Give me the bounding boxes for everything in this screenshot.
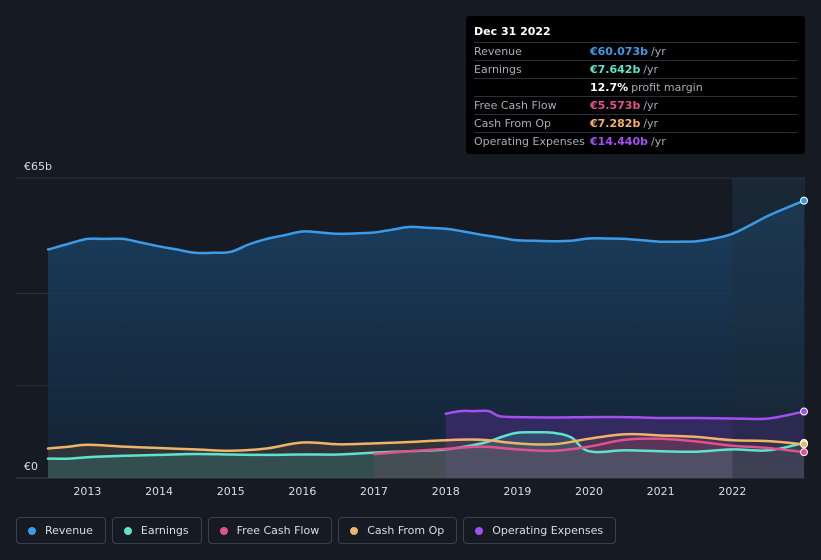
area-revenue — [48, 200, 804, 478]
tooltip-row-profit-margin: 12.7% profit margin — [474, 78, 797, 96]
tooltip-value: €7.642b — [590, 63, 641, 76]
tooltip-date: Dec 31 2022 — [474, 25, 551, 38]
line-free-cash-flow — [372, 437, 806, 456]
tooltip-unit: /yr — [643, 63, 659, 76]
series-lines — [46, 199, 806, 460]
y-tick-label-top: €65b — [24, 160, 52, 173]
tooltip-label: Free Cash Flow — [474, 99, 557, 112]
end-marker-revenue — [800, 196, 808, 205]
tooltip-unit: /yr — [650, 45, 666, 58]
area-operating-expenses — [445, 410, 804, 478]
tooltip-value: €60.073b — [590, 45, 648, 58]
area-cash-from-op — [48, 434, 804, 478]
tooltip-row-earnings: Earnings €7.642b /yr — [474, 60, 797, 78]
tooltip-unit: profit margin — [631, 81, 703, 94]
legend-dot-icon — [123, 526, 132, 535]
end-marker-free-cash-flow — [800, 448, 808, 457]
highlight-band — [732, 178, 805, 478]
tooltip-label: Revenue — [474, 45, 522, 58]
tooltip-row-operating-expenses: Operating Expenses €14.440b /yr — [474, 132, 797, 150]
x-tick-label: 2019 — [503, 485, 531, 498]
line-revenue — [46, 199, 806, 255]
legend-item-revenue[interactable]: Revenue — [16, 517, 106, 544]
y-tick-label-bottom: €0 — [24, 460, 38, 473]
tooltip-unit: /yr — [643, 99, 659, 112]
tooltip-value: €14.440b — [590, 135, 648, 148]
tooltip-unit: /yr — [650, 135, 666, 148]
tooltip-value: 12.7% — [590, 81, 629, 94]
x-tick-label: 2018 — [432, 485, 460, 498]
legend-label: Cash From Op — [367, 524, 445, 537]
end-marker-cash-from-op — [800, 440, 808, 449]
legend-label: Earnings — [140, 524, 189, 537]
x-tick-label: 2013 — [73, 485, 101, 498]
legend: Revenue Earnings Free Cash Flow Cash Fro… — [16, 517, 622, 546]
tooltip-row-free-cash-flow: Free Cash Flow €5.573b /yr — [474, 96, 797, 114]
series-areas — [48, 200, 804, 478]
tooltip-row-cash-from-op: Cash From Op €7.282b /yr — [474, 114, 797, 132]
legend-item-free-cash-flow[interactable]: Free Cash Flow — [207, 517, 333, 544]
legend-label: Free Cash Flow — [236, 524, 320, 537]
area-earnings — [48, 432, 804, 478]
legend-label: Revenue — [45, 524, 93, 537]
x-tick-label: 2020 — [575, 485, 603, 498]
legend-dot-icon — [350, 526, 359, 535]
line-operating-expenses — [444, 409, 806, 421]
tooltip-label: Operating Expenses — [474, 135, 585, 148]
legend-dot-icon — [28, 526, 36, 535]
x-tick-label: 2022 — [718, 485, 746, 498]
x-tick-label: 2014 — [145, 485, 173, 498]
series-end-markers — [800, 196, 808, 457]
tooltip-row-revenue: Revenue €60.073b /yr — [474, 42, 797, 60]
x-tick-label: 2017 — [360, 485, 388, 498]
x-tick-label: 2021 — [647, 485, 675, 498]
tooltip-unit: /yr — [643, 117, 659, 130]
tooltip-value: €7.282b — [590, 117, 641, 130]
legend-label: Operating Expenses — [492, 524, 604, 537]
tooltip-label: Earnings — [474, 63, 522, 76]
legend-item-operating-expenses[interactable]: Operating Expenses — [463, 517, 617, 544]
legend-item-cash-from-op[interactable]: Cash From Op — [338, 517, 458, 544]
line-cash-from-op — [46, 432, 806, 453]
tooltip-value: €5.573b — [590, 99, 641, 112]
x-tick-labels: 2013 2014 2015 2016 2017 2018 2019 2020 2021 2022 — [73, 485, 746, 498]
legend-item-earnings[interactable]: Earnings — [111, 517, 202, 544]
x-tick-label: 2015 — [217, 485, 245, 498]
tooltip-label: Cash From Op — [474, 117, 552, 130]
legend-dot-icon — [475, 526, 484, 535]
area-free-cash-flow — [374, 438, 804, 478]
tooltip-panel: Dec 31 2022 Revenue €60.073b /yr Earning… — [466, 16, 805, 154]
legend-dot-icon — [219, 526, 228, 535]
x-tick-label: 2016 — [288, 485, 316, 498]
end-marker-operating-expenses — [800, 407, 808, 416]
